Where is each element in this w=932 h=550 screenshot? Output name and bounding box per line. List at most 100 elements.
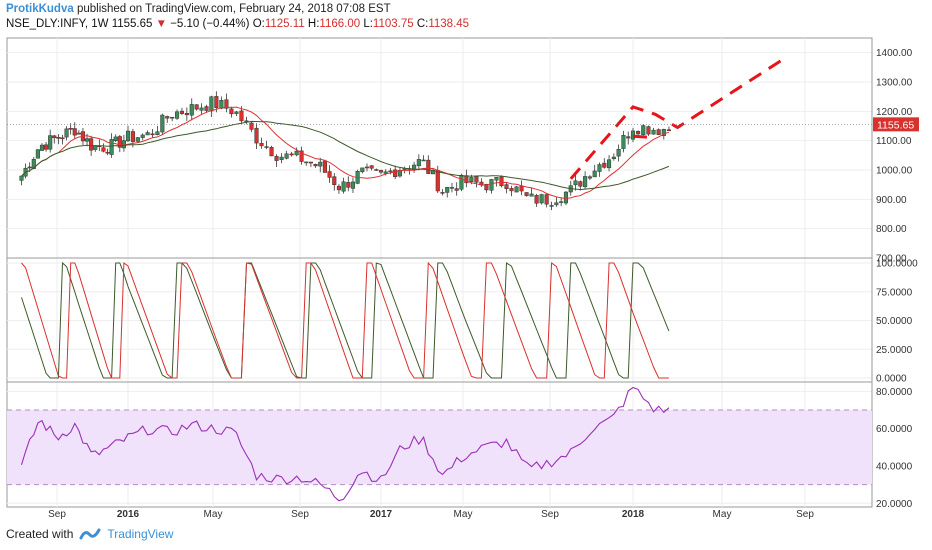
candle-body [125, 130, 131, 142]
candle-body [529, 193, 534, 197]
candle-body [68, 128, 73, 130]
candle-body [426, 159, 431, 174]
candle-body [318, 161, 323, 167]
candle-body [52, 135, 57, 139]
candle-body [514, 186, 519, 193]
candle-body [563, 191, 569, 204]
rsi-axis-label: 80.0000 [876, 387, 913, 398]
candle-body [626, 136, 631, 139]
candle-body [499, 176, 504, 187]
candle-body [636, 131, 641, 135]
candle-body [583, 176, 588, 188]
candle-body [509, 188, 514, 192]
down-arrow-icon: ▼ [155, 18, 167, 30]
trendline-annotation [569, 57, 786, 180]
candle-body [140, 134, 145, 138]
candle-body [416, 159, 421, 167]
candle-body [360, 167, 365, 173]
open-label: O: [252, 18, 265, 30]
time-axis-label: Sep [48, 509, 66, 520]
candle-body [597, 164, 602, 172]
candle-body [204, 106, 209, 111]
candle-body [313, 163, 318, 167]
candle-body [646, 126, 651, 135]
time-axis-label: May [713, 509, 732, 520]
candle-body [388, 170, 393, 173]
candle-body [165, 116, 170, 119]
tradingview-brand[interactable]: TradingView [107, 527, 174, 541]
last-price-badge [873, 117, 919, 132]
price-axis-label: 900.00 [876, 195, 907, 206]
candle-body [299, 150, 304, 162]
candle-body [459, 174, 464, 190]
rsi-line [20, 386, 670, 502]
candle-body [76, 132, 81, 135]
candle-body [279, 156, 284, 160]
candle-body [39, 144, 45, 151]
time-axis-label: Sep [796, 509, 814, 520]
low-value: 1103.75 [372, 18, 414, 30]
candle-body [469, 177, 474, 182]
open-value: 1125.11 [264, 18, 305, 30]
low-label: L: [363, 18, 373, 30]
candle-body [554, 202, 559, 206]
candle-body [504, 184, 509, 189]
price-axis-label: 1000.00 [876, 166, 913, 177]
candle-body [264, 146, 269, 148]
created-with-label: Created with [6, 527, 74, 541]
candle-body [611, 156, 616, 160]
price-axis-label: 700.00 [876, 254, 907, 265]
candle-body [378, 170, 384, 173]
candle-body [489, 179, 494, 191]
candle-body [174, 111, 180, 119]
candle-body [308, 161, 313, 164]
candle-body [435, 170, 440, 192]
candle-body [27, 166, 32, 169]
candle-body [249, 122, 254, 130]
publish-info: ProtikKudva published on TradingView.com… [6, 3, 391, 15]
candle-body [539, 194, 544, 204]
candle-body [89, 138, 94, 151]
candle-body [616, 149, 621, 157]
candle-body [93, 145, 98, 150]
candle-body [474, 176, 479, 183]
candle-body [549, 205, 554, 207]
candle-body [578, 181, 583, 187]
candle-body [284, 153, 289, 159]
candle-body [421, 159, 426, 162]
high-value: 1166.00 [319, 18, 361, 30]
rsi-axis-label: 20.0000 [876, 499, 913, 510]
candle-body [259, 142, 264, 147]
candle-body [72, 128, 77, 136]
candle-body [364, 166, 370, 169]
symbol-bar: NSE_DLY:INFY, 1W 1155.65 ▼ −5.10 (−0.44%… [6, 18, 469, 30]
candle-body [229, 108, 234, 115]
candle-body [519, 185, 524, 192]
candle-body [194, 104, 199, 110]
candle-body [84, 138, 90, 142]
last-price: 1155.65 [111, 18, 153, 30]
candle-body [160, 114, 165, 133]
candle-body [445, 186, 450, 193]
price-axis-label: 1200.00 [876, 107, 913, 118]
candle-body [117, 136, 122, 148]
rsi-axis-label: 40.0000 [876, 461, 913, 472]
stoch-axis-label: 75.0000 [876, 287, 913, 298]
candle-body [224, 99, 229, 109]
time-axis-label: May [204, 509, 223, 520]
stoch-axis-label: 50.0000 [876, 316, 913, 327]
footer: Created with TradingView [6, 527, 173, 541]
candle-body [332, 176, 337, 185]
candle-body [35, 149, 40, 159]
candle-body [374, 169, 379, 171]
stoch-line-green [21, 261, 670, 379]
author-link[interactable]: ProtikKudva [6, 3, 74, 15]
candle-body [440, 192, 445, 194]
candle-body [656, 129, 661, 135]
candle-body [105, 151, 110, 154]
candle-body [239, 110, 244, 122]
time-axis-label: Sep [541, 509, 559, 520]
candle-body [294, 150, 299, 156]
candle-body [109, 139, 114, 155]
